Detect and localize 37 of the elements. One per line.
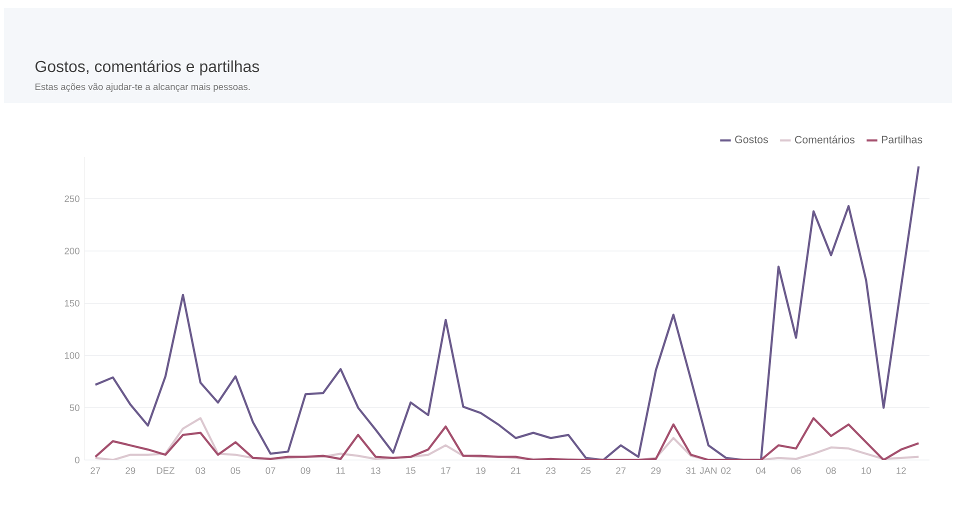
y-tick-label: 150 [64, 300, 80, 307]
x-tick-label: 04 [756, 467, 766, 474]
x-tick-label: 31 [686, 467, 696, 474]
x-tick-label: 17 [441, 467, 450, 474]
x-tick-label: 05 [230, 467, 240, 474]
x-tick-label: 11 [336, 467, 345, 474]
x-tick-label: 21 [511, 467, 520, 474]
x-tick-label: 02 [721, 467, 731, 474]
x-tick-label: 03 [196, 467, 206, 474]
x-tick-label: 12 [896, 467, 906, 474]
x-tick-label: 19 [476, 467, 486, 474]
line-series [94, 165, 920, 460]
y-tick-label: 200 [64, 248, 80, 254]
x-tick-label: 25 [581, 467, 591, 474]
x-tick-label: 06 [791, 467, 801, 474]
y-tick-label: 0 [74, 456, 80, 464]
x-tick-label: 08 [826, 467, 836, 474]
x-tick-label: 27 [90, 467, 100, 474]
legend-label: Partilhas [882, 136, 922, 144]
x-tick-label: 13 [371, 467, 380, 474]
y-tick-label: 250 [64, 195, 80, 202]
x-tick-label: 27 [616, 467, 626, 474]
y-tick-label: 100 [64, 352, 80, 359]
x-tick-label: 29 [126, 467, 136, 474]
legend-label: Gostos [735, 136, 768, 144]
y-tick-label: 50 [70, 404, 80, 412]
chart-title: Gostos, comentários e partilhas [36, 60, 260, 76]
x-tick-label: 15 [406, 467, 416, 474]
x-tick-label: 23 [546, 467, 556, 474]
x-tick-label: 07 [266, 467, 276, 474]
x-tick-label: 29 [651, 467, 661, 474]
x-tick-label: DEZ [156, 467, 174, 474]
chart-subtitle: Estas ações vão ajudar-te a alcançar mais pessoas. [35, 83, 250, 92]
legend-label: Comentários [795, 135, 855, 144]
x-tick-label: JAN [700, 467, 717, 474]
x-tick-label: 09 [300, 467, 310, 474]
x-tick-label: 10 [862, 467, 871, 474]
